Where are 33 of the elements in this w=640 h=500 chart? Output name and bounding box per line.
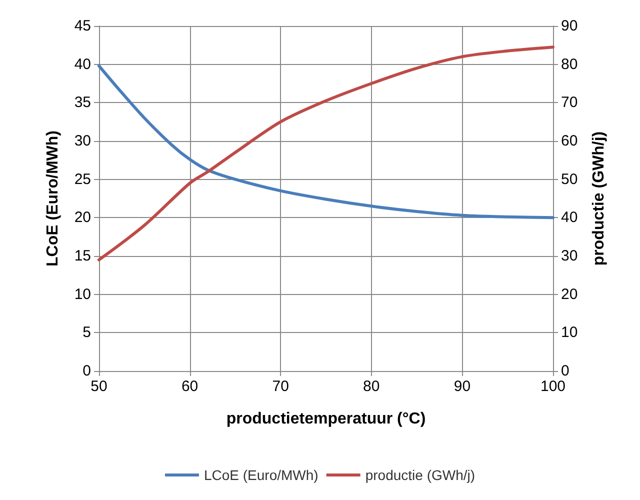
y2-tick-label: 60	[561, 132, 578, 150]
y2-tick-label: 40	[561, 209, 578, 226]
y2-tick-label: 20	[561, 286, 578, 303]
y-tick-label: 20	[74, 209, 91, 226]
y-tick-label: 35	[74, 94, 91, 112]
y-tick-label: 25	[74, 170, 91, 188]
legend-label: LCoE (Euro/MWh)	[204, 467, 318, 483]
y2-tick-label: 80	[561, 56, 578, 73]
x-tick-label: 80	[363, 378, 380, 395]
y2-tick-label: 50	[561, 170, 578, 188]
y2-tick-label: 0	[561, 362, 570, 380]
x-tick-label: 50	[90, 378, 108, 395]
y-tick-label: 0	[82, 362, 91, 380]
y2-tick-label: 70	[561, 94, 578, 112]
y2-tick-label: 10	[561, 324, 578, 342]
x-axis-title: productietemperatuur (°C)	[226, 410, 426, 428]
y2-axis-title: productie (GWh/j)	[590, 131, 608, 266]
y-tick-label: 40	[74, 56, 91, 73]
line-series	[98, 64, 554, 220]
x-tick-label: 60	[181, 378, 198, 395]
x-tick-label: 90	[454, 378, 471, 395]
y-tick-label: 45	[74, 18, 91, 34]
y-tick-label: 15	[74, 248, 91, 264]
line-series	[98, 46, 554, 262]
y-tick-label: 10	[74, 286, 91, 303]
x-tick-label: 100	[540, 378, 566, 395]
y-tick-label: 30	[74, 132, 91, 150]
legend-label: productie (GWh/j)	[365, 467, 476, 483]
y-tick-label: 5	[82, 324, 91, 342]
y2-tick-label: 90	[561, 18, 578, 34]
y-axis-title: LCoE (Euro/MWh)	[44, 130, 62, 266]
x-tick-label: 70	[272, 378, 289, 395]
y2-tick-label: 30	[561, 248, 578, 264]
